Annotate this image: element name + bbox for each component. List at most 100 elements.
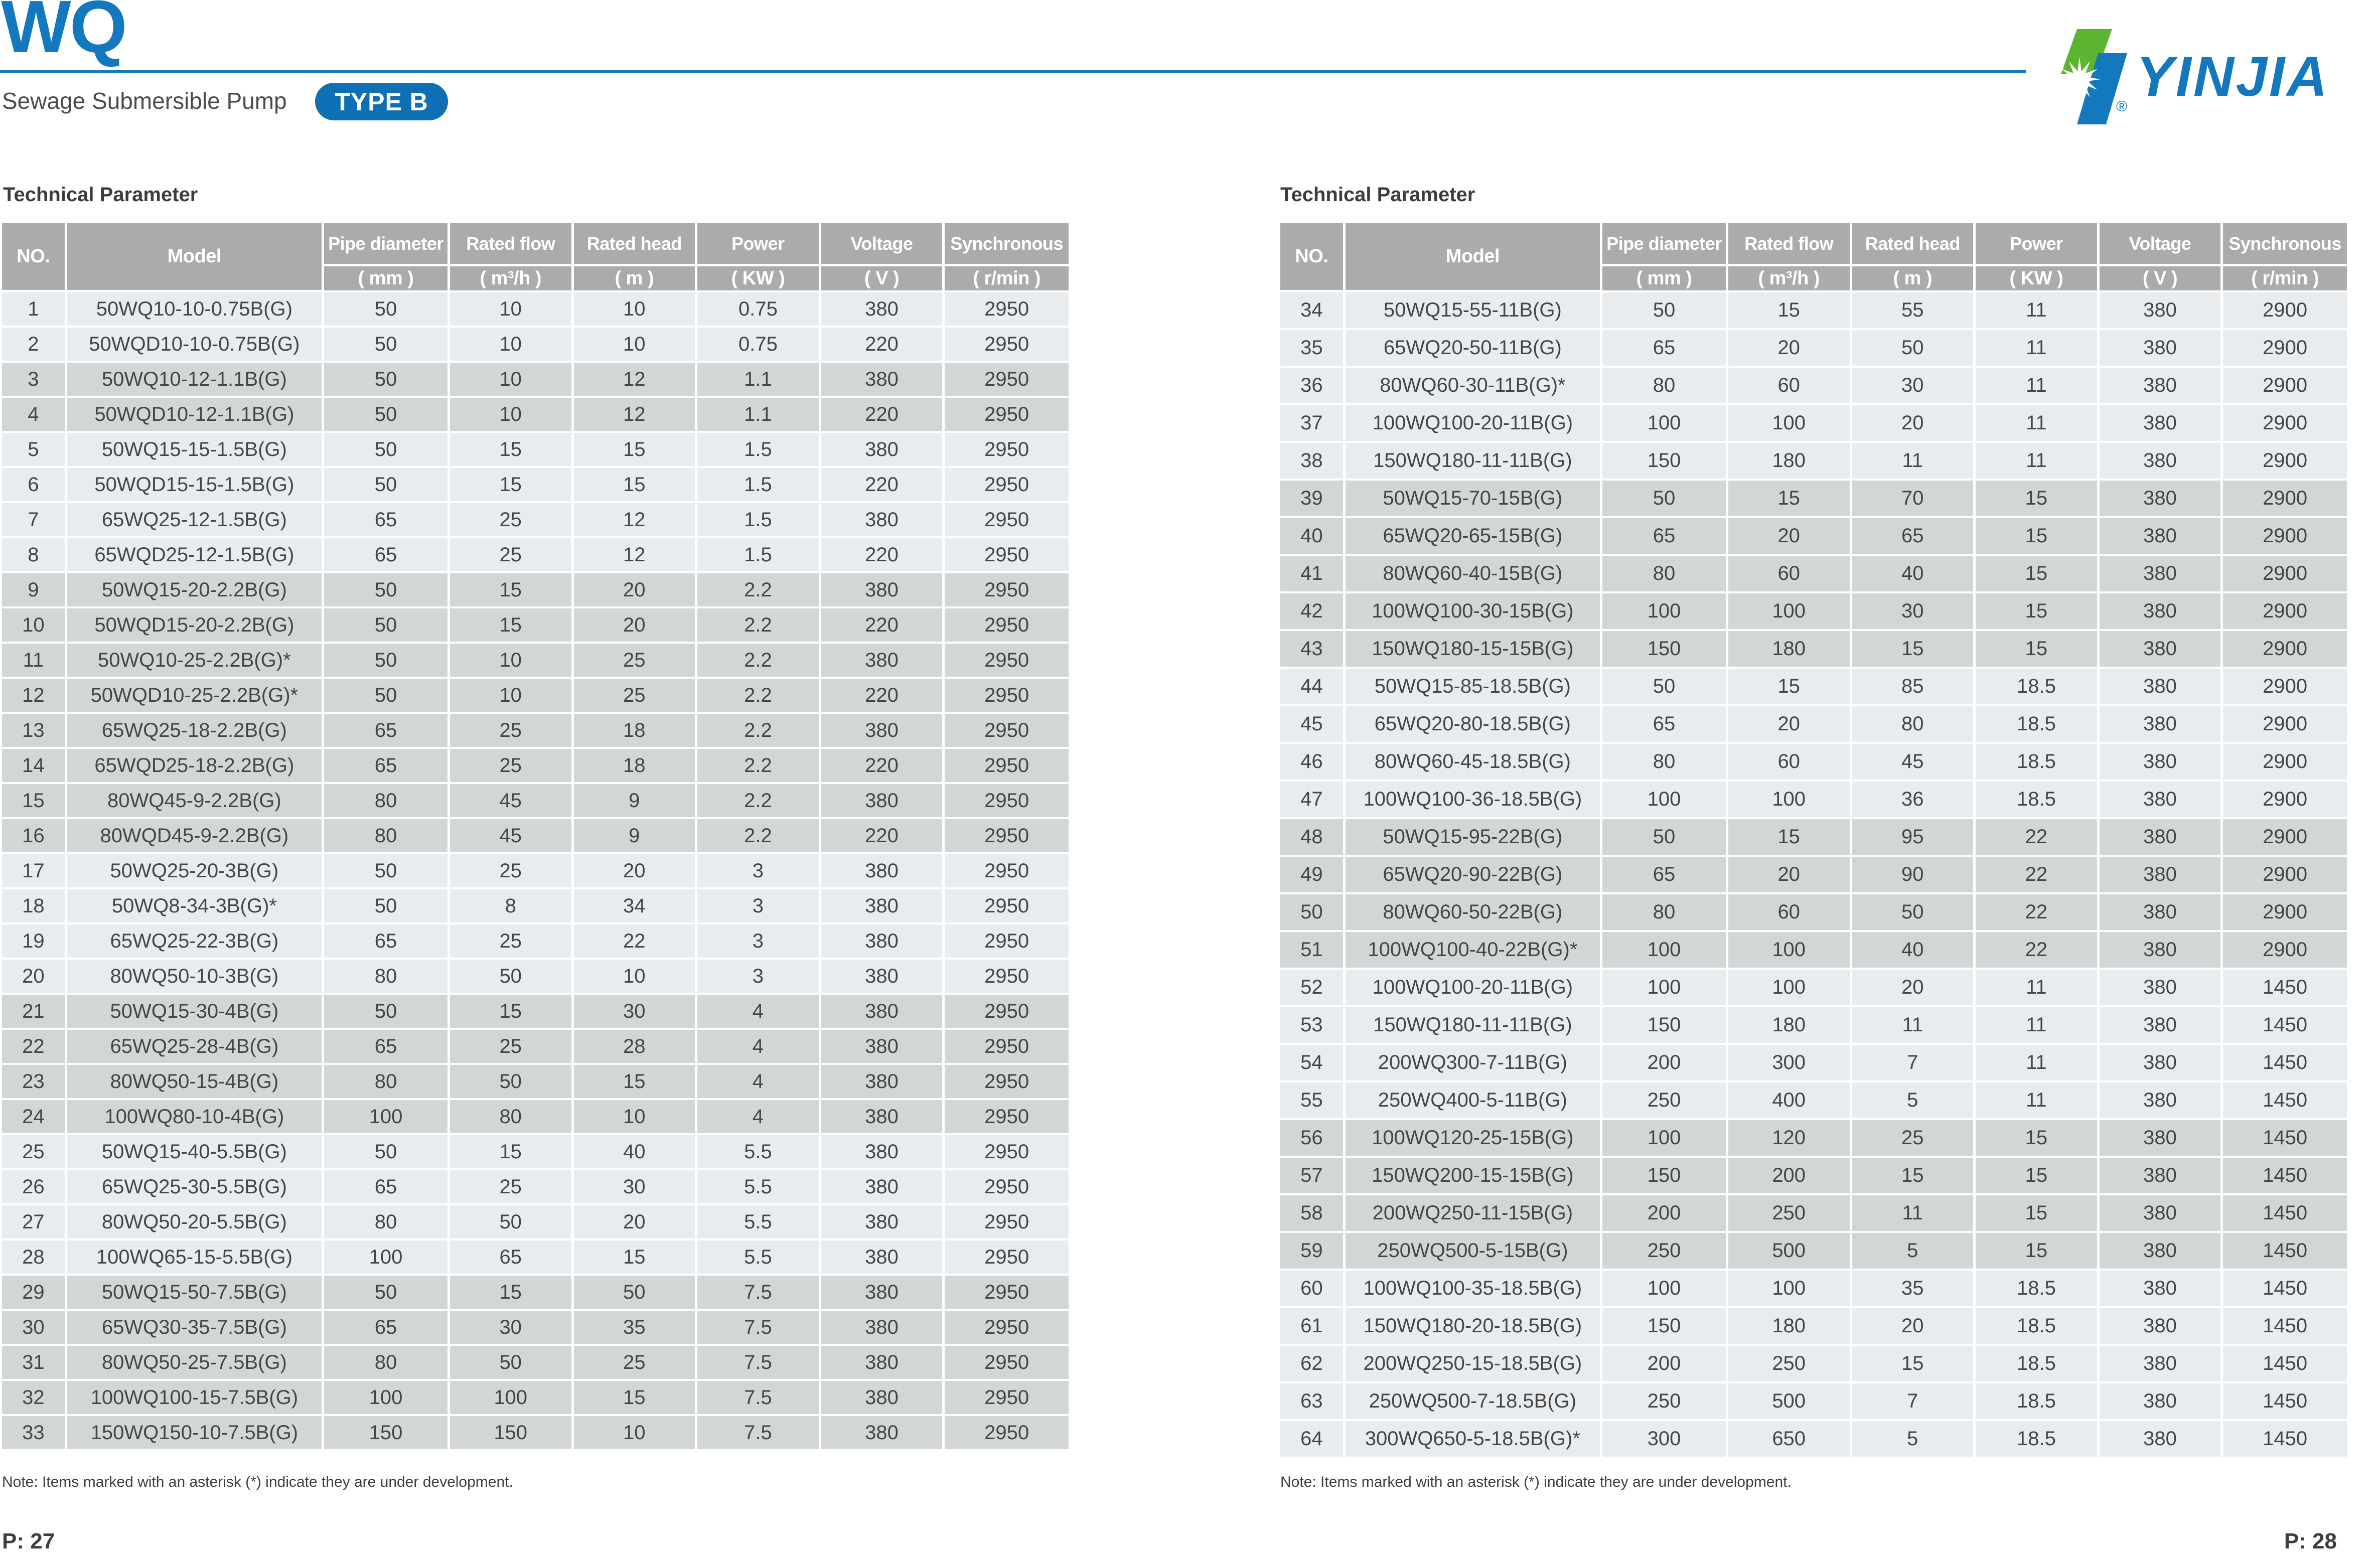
synchronous: 2900 — [2223, 443, 2347, 481]
rated-head: 20 — [1852, 405, 1976, 443]
col-unit-rated-flow: ( m³/h ) — [1728, 266, 1852, 292]
power: 11 — [1976, 405, 2100, 443]
voltage: 220 — [821, 819, 945, 854]
power: 18.5 — [1976, 1383, 2100, 1421]
rated-flow: 250 — [1728, 1346, 1852, 1383]
table-row: 1 50WQ10-10-0.75B(G) 50 10 10 0.75 380 2950 — [2, 292, 1069, 328]
row-no: 14 — [2, 749, 67, 784]
synchronous: 1450 — [2223, 1271, 2347, 1308]
power: 7.5 — [697, 1276, 821, 1311]
rated-flow: 180 — [1728, 1007, 1852, 1045]
pipe-diameter: 50 — [324, 398, 450, 433]
power: 1.5 — [697, 538, 821, 573]
rated-head: 30 — [1852, 593, 1976, 631]
rated-head: 85 — [1852, 669, 1976, 706]
model: 65WQ20-80-18.5B(G) — [1345, 706, 1603, 744]
row-no: 30 — [2, 1311, 67, 1346]
table-row: 42 100WQ100-30-15B(G) 100 100 30 15 380 2900 — [1280, 593, 2347, 631]
rated-head: 9 — [573, 819, 698, 854]
row-no: 36 — [1280, 368, 1346, 405]
pipe-diameter: 100 — [324, 1381, 450, 1416]
row-no: 15 — [2, 784, 67, 819]
row-no: 59 — [1280, 1233, 1346, 1271]
synchronous: 2950 — [945, 924, 1069, 960]
model: 80WQ50-20-5.5B(G) — [67, 1205, 325, 1240]
model: 150WQ180-15-15B(G) — [1345, 631, 1603, 669]
table-row: 17 50WQ25-20-3B(G) 50 25 20 3 380 2950 — [2, 854, 1069, 889]
power: 2.2 — [697, 714, 821, 749]
power: 2.2 — [697, 679, 821, 714]
rated-flow: 30 — [450, 1311, 574, 1346]
model: 250WQ400-5-11B(G) — [1345, 1082, 1603, 1120]
power: 11 — [1976, 443, 2100, 481]
synchronous: 2950 — [945, 363, 1069, 398]
synchronous: 2950 — [945, 538, 1069, 573]
synchronous: 2950 — [945, 1170, 1069, 1205]
col-header-pipe-diameter: Pipe diameter — [324, 223, 450, 266]
pipe-diameter: 100 — [1602, 1120, 1728, 1158]
power: 11 — [1976, 292, 2100, 330]
pipe-diameter: 250 — [1602, 1233, 1728, 1271]
table-row: 3 50WQ10-12-1.1B(G) 50 10 12 1.1 380 2950 — [2, 363, 1069, 398]
rated-flow: 100 — [1728, 593, 1852, 631]
table-row: 8 65WQD25-12-1.5B(G) 65 25 12 1.5 220 2950 — [2, 538, 1069, 573]
voltage: 380 — [2099, 593, 2223, 631]
pipe-diameter: 50 — [324, 328, 450, 363]
pipe-diameter: 100 — [1602, 970, 1728, 1007]
power: 1.5 — [697, 468, 821, 503]
row-no: 4 — [2, 398, 67, 433]
pipe-diameter: 65 — [324, 924, 450, 960]
table-row: 36 80WQ60-30-11B(G)* 80 60 30 11 380 2900 — [1280, 368, 2347, 405]
row-no: 44 — [1280, 669, 1346, 706]
synchronous: 1450 — [2223, 1120, 2347, 1158]
col-header-rated-flow: Rated flow — [450, 223, 574, 266]
rated-flow: 10 — [450, 363, 574, 398]
power: 4 — [697, 1030, 821, 1065]
model: 65WQ20-90-22B(G) — [1345, 857, 1603, 894]
power: 18.5 — [1976, 669, 2100, 706]
row-no: 60 — [1280, 1271, 1346, 1308]
rated-flow: 25 — [450, 1170, 574, 1205]
table-row: 56 100WQ120-25-15B(G) 100 120 25 15 380 1450 — [1280, 1120, 2347, 1158]
rated-flow: 15 — [1728, 292, 1852, 330]
brand-logo: ® YINJIA — [2052, 29, 2329, 124]
model: 100WQ100-40-22B(G)* — [1345, 932, 1603, 970]
rated-head: 28 — [573, 1030, 698, 1065]
rated-flow: 60 — [1728, 894, 1852, 932]
col-header-synchronous: Synchronous — [945, 223, 1069, 266]
page-number-right: P: 28 — [2284, 1529, 2337, 1553]
power: 3 — [697, 854, 821, 889]
table-row: 27 80WQ50-20-5.5B(G) 80 50 20 5.5 380 2950 — [2, 1205, 1069, 1240]
rated-head: 15 — [1852, 631, 1976, 669]
rated-flow: 150 — [450, 1416, 574, 1451]
row-no: 46 — [1280, 744, 1346, 782]
table-row: 62 200WQ250-15-18.5B(G) 200 250 15 18.5 380 145… — [1280, 1346, 2347, 1383]
row-no: 34 — [1280, 292, 1346, 330]
pipe-diameter: 100 — [1602, 932, 1728, 970]
pipe-diameter: 65 — [324, 1170, 450, 1205]
table-row: 48 50WQ15-95-22B(G) 50 15 95 22 380 2900 — [1280, 819, 2347, 857]
model: 100WQ100-15-7.5B(G) — [67, 1381, 325, 1416]
synchronous: 2950 — [945, 1100, 1069, 1135]
rated-head: 70 — [1852, 481, 1976, 518]
synchronous: 2900 — [2223, 330, 2347, 368]
table-row: 21 50WQ15-30-4B(G) 50 15 30 4 380 2950 — [2, 995, 1069, 1030]
rated-flow: 20 — [1728, 706, 1852, 744]
model: 100WQ100-35-18.5B(G) — [1345, 1271, 1603, 1308]
pipe-diameter: 150 — [1602, 1308, 1728, 1346]
rated-flow: 180 — [1728, 631, 1852, 669]
rated-head: 15 — [573, 433, 698, 468]
rated-flow: 60 — [1728, 744, 1852, 782]
rated-flow: 65 — [450, 1240, 574, 1276]
synchronous: 1450 — [2223, 1007, 2347, 1045]
rated-head: 95 — [1852, 819, 1976, 857]
synchronous: 1450 — [2223, 970, 2347, 1007]
voltage: 380 — [821, 363, 945, 398]
rated-head: 40 — [1852, 932, 1976, 970]
table-row: 19 65WQ25-22-3B(G) 65 25 22 3 380 2950 — [2, 924, 1069, 960]
power: 5.5 — [697, 1240, 821, 1276]
rated-head: 80 — [1852, 706, 1976, 744]
row-no: 58 — [1280, 1195, 1346, 1233]
table-row: 51 100WQ100-40-22B(G)* 100 100 40 22 380 2900 — [1280, 932, 2347, 970]
synchronous: 1450 — [2223, 1158, 2347, 1195]
